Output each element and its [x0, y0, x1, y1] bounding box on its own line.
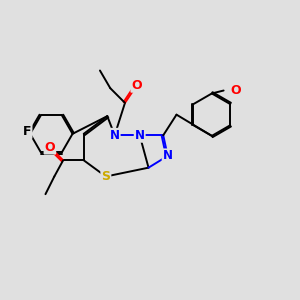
Text: O: O — [45, 141, 55, 154]
Text: O: O — [230, 84, 241, 97]
Text: N: N — [163, 149, 173, 162]
Text: O: O — [131, 79, 142, 92]
Text: N: N — [110, 129, 120, 142]
Text: N: N — [135, 129, 145, 142]
Text: F: F — [23, 125, 32, 138]
Text: S: S — [101, 170, 110, 183]
